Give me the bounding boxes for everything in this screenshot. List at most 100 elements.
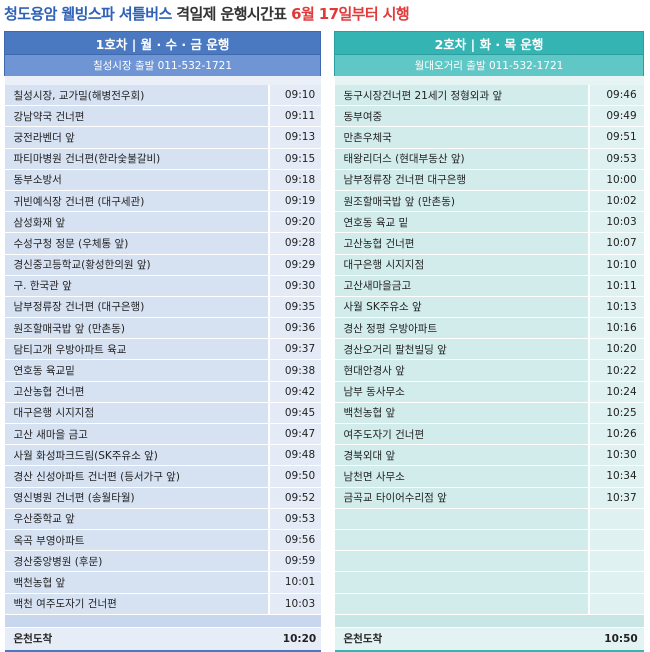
departure-time: 10:03 [587,211,644,234]
stop-name: 만촌우체국 [334,126,589,149]
departure-time: 10:25 [587,402,644,425]
table-row: 태왕리더스 (현대부동산 앞) 09:53 [334,148,644,170]
table-row: 대구은행 시지지점 09:45 [4,402,321,425]
departure-time: 10:16 [587,317,644,340]
departure-time: 10:13 [587,296,644,319]
table-row: 연호동 육교 밑 10:03 [334,211,644,234]
title-effective-date: 6월 17일부터 시행 [291,5,410,23]
departure-time: 09:19 [267,190,321,213]
departure-time: 10:11 [587,275,644,297]
departure-time: 10:07 [587,232,644,255]
title-brand: 청도용암 웰빙스파 셔틀버스 [4,5,172,23]
stop-name: 담티고개 우방아파트 육교 [4,338,269,361]
spacer [334,76,644,85]
departure-time: 09:18 [267,169,321,191]
table-row: 남천면 사무소 10:34 [334,465,644,488]
departure-time: 10:20 [587,338,644,361]
departure-time: 09:28 [267,232,321,255]
table-row: 동부여중 09:49 [334,105,644,128]
departure-time: 09:20 [267,211,321,234]
departure-time: 10:34 [587,465,644,488]
stop-name: 궁전라벤더 앞 [4,126,269,149]
stop-name: 남부정류장 건너편 대구은행 [334,169,589,191]
arrival-time: 10:50 [588,626,644,652]
table-row: 만촌우체국 09:51 [334,126,644,149]
table-row [334,571,644,594]
departure-time [587,593,644,615]
departure-time: 09:53 [267,508,321,530]
arrival-row: 온천도착 10:50 [334,626,644,652]
arrival-label: 온천도착 [334,626,589,652]
table-row [334,593,644,615]
table-row: 경산중앙병원 (후문) 09:59 [4,550,321,573]
table-row: 고산농협 건너편 10:07 [334,232,644,255]
departure-time: 09:10 [267,85,321,107]
spacer [4,614,321,628]
stop-name: 경산오거리 팔천빌딩 앞 [334,338,589,361]
stop-name: 여주도자기 건너편 [334,423,589,446]
stop-name: 고산농협 건너편 [334,232,589,255]
stop-name: 옥곡 부영아파트 [4,529,269,552]
stop-name: 원조할매국밥 앞 (만촌동) [4,317,269,340]
stop-name: 백천 여주도자기 건너편 [4,593,269,615]
arrival-time: 10:20 [268,626,321,652]
departure-time: 10:00 [587,169,644,191]
table-row: 삼성화재 앞 09:20 [4,211,321,234]
departure-time [587,529,644,552]
bus2-header: 2호차 | 화 · 목 운행 [334,31,644,55]
departure-time: 09:11 [267,105,321,128]
stop-name [334,571,589,594]
table-row: 경산오거리 팔천빌딩 앞 10:20 [334,338,644,361]
departure-time: 10:30 [587,444,644,467]
table-row: 백천 여주도자기 건너편 10:03 [4,593,321,615]
departure-time: 10:02 [587,190,644,213]
table-row: 경북외대 앞 10:30 [334,444,644,467]
table-row: 금곡교 타이어수리점 앞 10:37 [334,487,644,509]
bus1-header: 1호차 | 월 · 수 · 금 운행 [3,31,322,55]
stop-name: 동부여중 [334,105,589,128]
table-row: 남부정류장 건너편 대구은행 10:00 [334,169,644,191]
table-row: 고산새마을금고 10:11 [334,275,644,297]
departure-time: 09:56 [267,529,321,552]
stop-name: 대구은행 시지지점 [4,402,269,425]
stop-name: 동부소방서 [4,169,269,191]
departure-time: 10:37 [587,487,644,509]
stop-name: 백천농협 앞 [334,402,589,425]
departure-time: 09:29 [267,254,321,276]
spacer-cell [4,614,321,628]
departure-time: 10:26 [587,423,644,446]
stop-name: 사월 SK주유소 앞 [334,296,589,319]
arrival-row: 온천도착 10:20 [4,626,321,652]
stop-name: 대구은행 시지지점 [334,254,589,276]
table-row: 백천농협 앞 10:01 [4,571,321,594]
table-row [334,550,644,573]
stop-name: 수성구청 정문 (우체통 앞) [4,232,269,255]
departure-time: 10:01 [267,571,321,594]
table-row: 칠성시장, 교가밀(해병전우회) 09:10 [4,85,321,107]
stop-name: 사월 화성파크드림(SK주유소 앞) [4,444,269,467]
departure-time: 09:15 [267,148,321,170]
bus1-subheader: 칠성시장 출발 011-532-1721 [3,54,322,76]
departure-time: 09:59 [267,550,321,573]
stop-name: 삼성화재 앞 [4,211,269,234]
departure-time: 09:51 [587,126,644,149]
table-row: 구. 한국관 앞 09:30 [4,275,321,297]
departure-time: 10:10 [587,254,644,276]
stop-name [334,550,589,573]
departure-time: 09:37 [267,338,321,361]
table-row: 원조할매국밥 앞 (만촌동) 10:02 [334,190,644,213]
table-row: 경산 정평 우방아파트 10:16 [334,317,644,340]
stop-name: 구. 한국관 앞 [4,275,269,297]
stop-name [334,593,589,615]
departure-time: 09:49 [587,105,644,128]
table-row: 담티고개 우방아파트 육교 09:37 [4,338,321,361]
table-row: 옥곡 부영아파트 09:56 [4,529,321,552]
stop-name: 동구시장건너편 21세기 정형외과 앞 [334,85,589,107]
departure-time: 09:46 [587,85,644,107]
stop-name: 남부정류장 건너편 (대구은행) [4,296,269,319]
departure-time: 09:48 [267,444,321,467]
table-row: 사월 화성파크드림(SK주유소 앞) 09:48 [4,444,321,467]
stop-name: 영신병원 건너편 (송월타월) [4,487,269,509]
table-row: 동구시장건너편 21세기 정형외과 앞 09:46 [334,85,644,107]
stop-name: 고산농협 건너편 [4,381,269,403]
